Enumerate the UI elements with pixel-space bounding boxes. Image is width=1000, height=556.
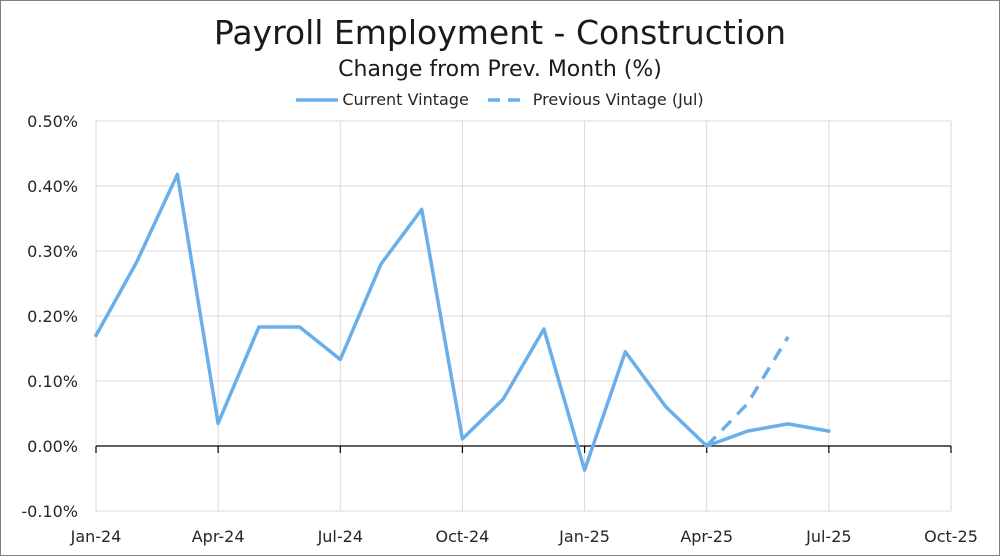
y-tick-label: 0.40%: [27, 177, 78, 196]
legend-label-previous-vintage: Previous Vintage (Jul): [532, 90, 704, 109]
y-tick-label: 0.20%: [27, 307, 78, 326]
x-tick-label: Oct-25: [924, 527, 978, 546]
legend-label-current-vintage: Current Vintage: [342, 90, 469, 109]
data-point: [175, 172, 179, 176]
data-point: [786, 422, 790, 426]
data-point: [379, 262, 383, 266]
x-tick-label: Jul-25: [805, 527, 851, 546]
legend-item-previous-vintage: Previous Vintage (Jul): [487, 90, 704, 109]
x-tick-label: Jul-24: [317, 527, 363, 546]
data-point: [298, 325, 302, 329]
legend-item-current-vintage: Current Vintage: [296, 90, 469, 109]
data-point: [542, 327, 546, 331]
data-point: [135, 260, 139, 264]
x-tick-label: Apr-24: [192, 527, 245, 546]
data-point: [664, 405, 668, 409]
data-point: [786, 335, 790, 339]
data-point: [583, 468, 587, 472]
legend: Current Vintage Previous Vintage (Jul): [1, 90, 999, 109]
chart-title: Payroll Employment - Construction: [213, 13, 787, 52]
x-tick-label: Jan-24: [70, 527, 122, 546]
data-point: [94, 334, 98, 338]
y-tick-label: 0.00%: [27, 437, 78, 456]
legend-swatch-solid: [296, 97, 339, 102]
data-point: [705, 444, 709, 448]
data-point: [827, 429, 831, 433]
y-tick-label: 0.50%: [27, 112, 78, 131]
y-tick-label: 0.30%: [27, 242, 78, 261]
data-point: [257, 325, 261, 329]
y-tick-label: -0.10%: [21, 502, 78, 521]
legend-swatch-dashed: [487, 97, 528, 102]
data-point: [745, 402, 749, 406]
data-point: [420, 207, 424, 211]
x-tick-label: Oct-24: [436, 527, 490, 546]
data-point: [745, 429, 749, 433]
data-point: [623, 350, 627, 354]
data-point: [460, 437, 464, 441]
x-tick-label: Jan-25: [558, 527, 610, 546]
series-line-previous-vintage: [705, 335, 790, 448]
data-point: [216, 421, 220, 425]
x-tick-label: Apr-25: [680, 527, 733, 546]
data-point: [338, 358, 342, 362]
chart-subtitle: Change from Prev. Month (%): [338, 57, 662, 82]
data-point: [501, 397, 505, 401]
y-tick-label: 0.10%: [27, 372, 78, 391]
